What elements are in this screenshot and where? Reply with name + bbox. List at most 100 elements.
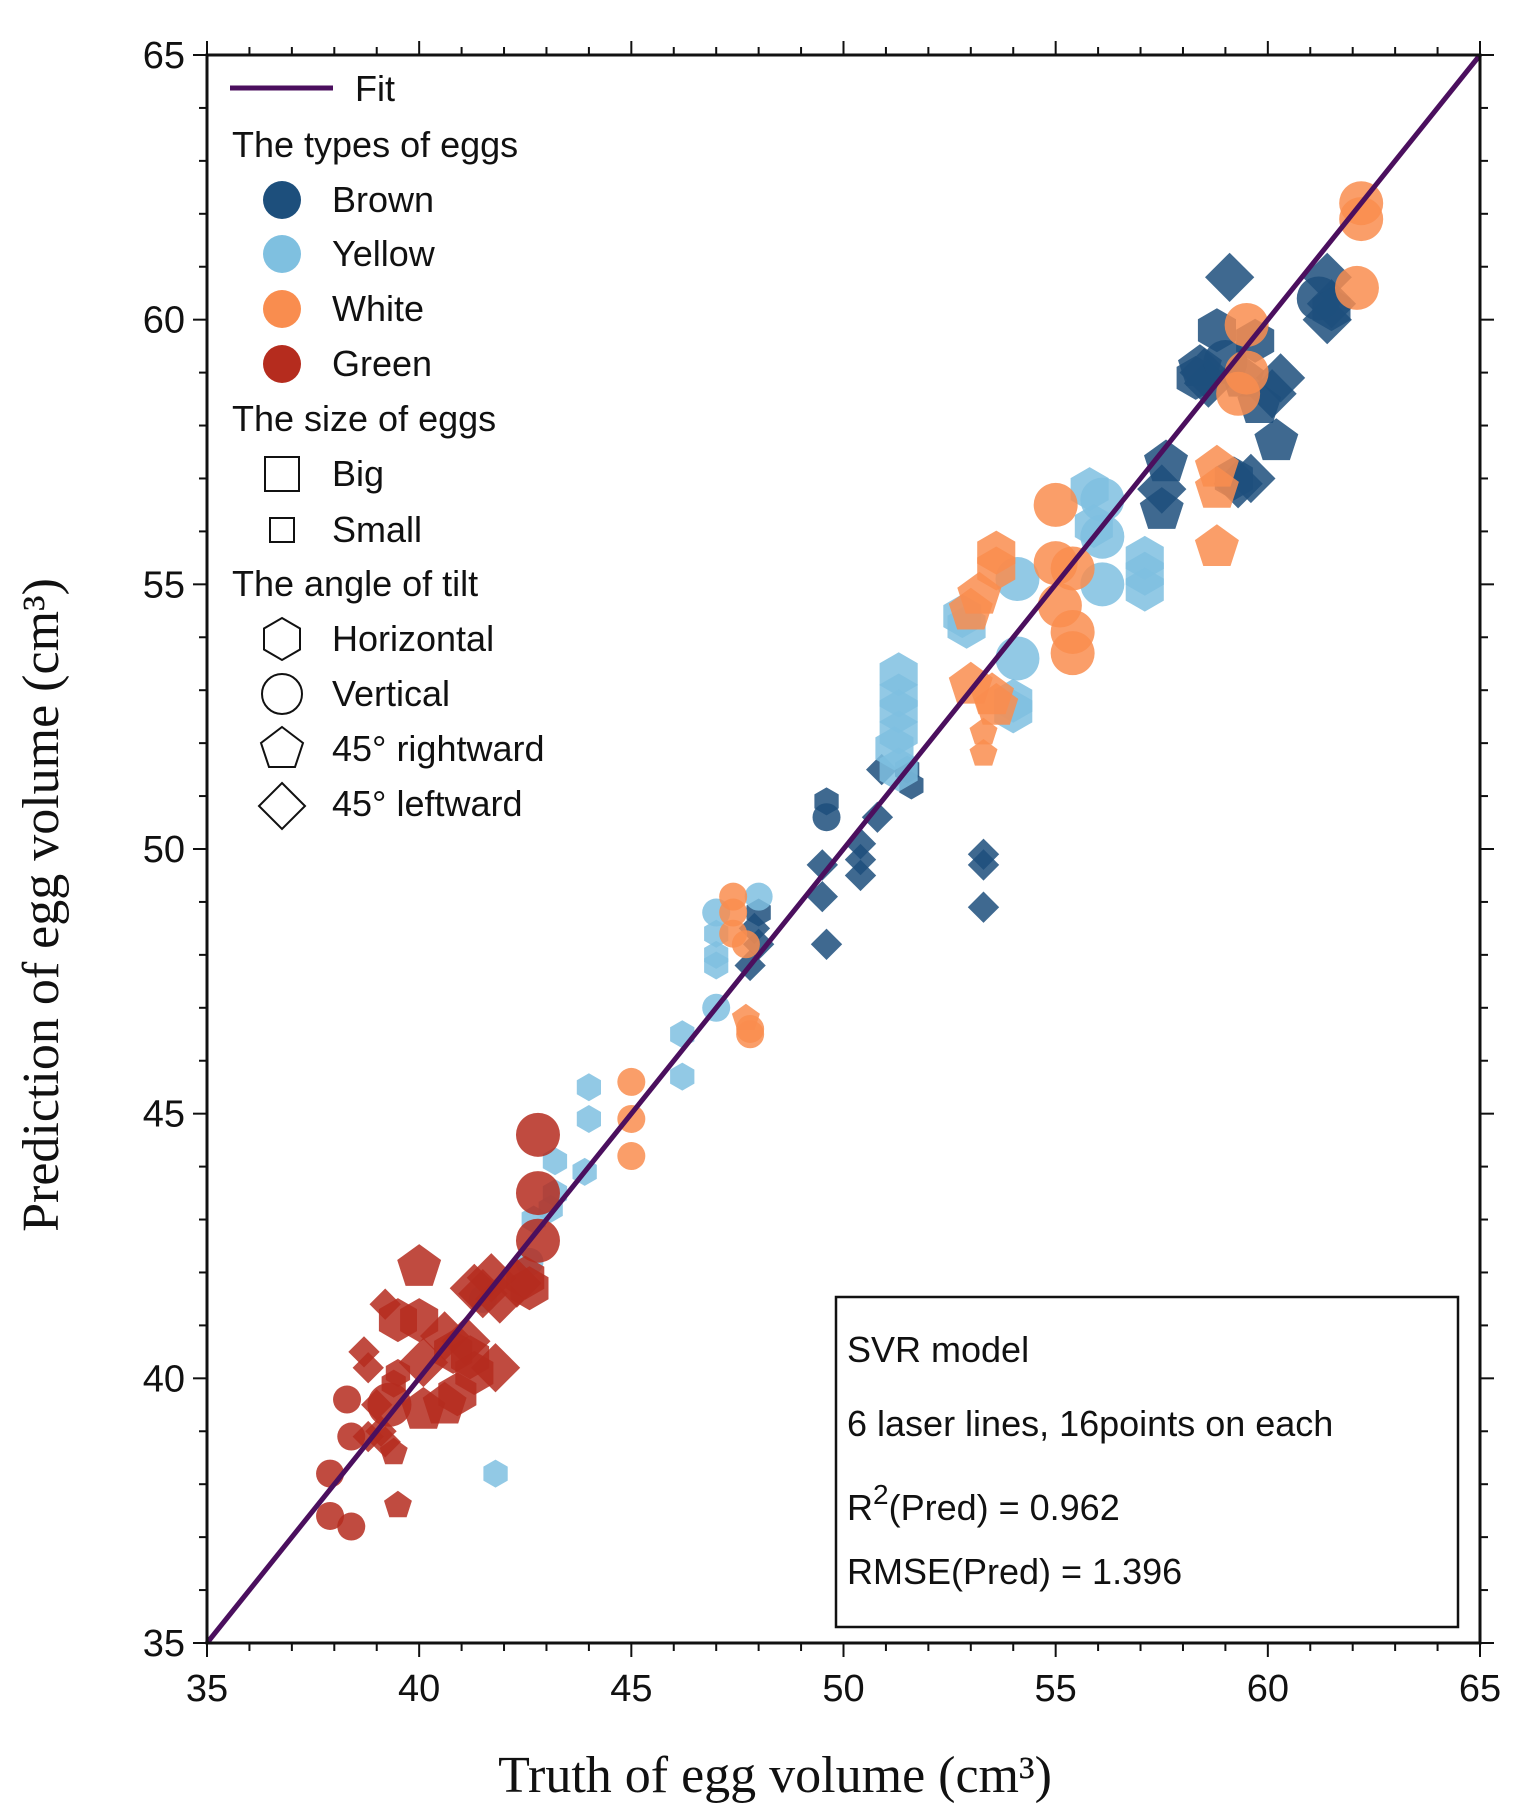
point-green-hexagon <box>438 1372 477 1417</box>
info-model-name: SVR model <box>847 1329 1029 1370</box>
point-white-pentagon <box>1194 524 1239 566</box>
legend-pentagon-marker <box>259 725 305 768</box>
point-white-circle <box>719 898 748 927</box>
point-yellow-circle <box>744 882 773 911</box>
axis-ticks: 35 40 45 50 55 60 65 35 40 45 50 55 60 65 <box>143 35 1501 1710</box>
legend-big-square-marker <box>264 456 300 492</box>
point-white-circle <box>1033 482 1078 527</box>
point-green-pentagon <box>397 1244 442 1286</box>
legend-leftward-label: 45° leftward <box>332 783 523 824</box>
x-axis-title: Truth of egg volume (cm³) <box>498 1747 1052 1804</box>
y-tick-label: 60 <box>143 300 185 342</box>
point-green-diamond <box>449 1263 499 1313</box>
point-yellow-hexagon <box>483 1459 508 1488</box>
legend-circle-marker <box>261 673 303 715</box>
point-brown-diamond <box>844 859 877 892</box>
point-brown-diamond <box>861 801 894 833</box>
legend-angle-title: The angle of tilt <box>232 563 478 604</box>
info-rmse: RMSE(Pred) = 1.396 <box>847 1551 1182 1592</box>
point-brown-pentagon <box>1178 344 1222 386</box>
info-r-squared: R2(Pred) = 0.962 <box>847 1479 1120 1528</box>
info-r-value: (Pred) = 0.962 <box>889 1487 1120 1528</box>
fit-line <box>205 53 1482 1645</box>
point-green-circle <box>367 1382 412 1427</box>
legend: Fit The types of eggs Brown Yellow White… <box>230 68 545 831</box>
legend-types-title: The types of eggs <box>232 124 518 165</box>
legend-horizontal-label: Horizontal <box>332 618 494 659</box>
legend-vertical-label: Vertical <box>332 673 450 714</box>
legend-hexagon-marker <box>263 616 301 662</box>
point-brown-diamond <box>1205 252 1255 302</box>
point-brown-pentagon <box>1139 487 1184 529</box>
x-tick-label: 55 <box>1035 1668 1077 1710</box>
legend-rightward-label: 45° rightward <box>332 728 545 769</box>
point-white-circle <box>1216 371 1261 416</box>
point-white-pentagon <box>974 683 1019 725</box>
legend-yellow-marker <box>263 235 301 273</box>
y-axis-title: Prediction of egg volume (cm³) <box>13 578 70 1232</box>
point-green-circle <box>316 1501 345 1530</box>
point-brown-diamond <box>1255 353 1306 403</box>
legend-diamond-marker <box>257 781 307 831</box>
point-green-diamond <box>352 1352 384 1384</box>
point-green-circle <box>515 1218 560 1263</box>
y-tick-label: 40 <box>143 1358 185 1400</box>
point-white-circle <box>617 1142 646 1171</box>
point-white-pentagon <box>969 739 998 766</box>
info-box-frame <box>834 1295 1460 1629</box>
y-tick-label: 65 <box>143 35 185 77</box>
point-yellow-hexagon <box>704 951 729 980</box>
point-white-circle <box>617 1067 646 1096</box>
legend-brown-label: Brown <box>332 179 434 220</box>
x-tick-label: 65 <box>1459 1668 1501 1710</box>
point-yellow-hexagon <box>542 1147 568 1176</box>
x-tick-label: 50 <box>822 1668 864 1710</box>
x-tick-label: 60 <box>1247 1668 1289 1710</box>
legend-small-label: Small <box>332 509 422 550</box>
legend-white-marker <box>263 290 301 328</box>
info-laser-lines: 6 laser lines, 16points on each <box>847 1403 1333 1444</box>
point-white-pentagon <box>948 587 993 630</box>
point-green-diamond <box>398 1337 449 1388</box>
legend-green-marker <box>263 345 301 383</box>
point-yellow-hexagon <box>576 1105 601 1133</box>
legend-big-label: Big <box>332 453 384 494</box>
point-yellow-hexagon <box>670 1062 695 1091</box>
x-tick-label: 45 <box>610 1668 652 1710</box>
point-yellow-hexagon <box>879 747 918 792</box>
point-white-circle <box>1334 265 1379 310</box>
model-info-box: SVR model 6 laser lines, 16points on eac… <box>834 1295 1460 1629</box>
y-tick-label: 50 <box>143 829 185 871</box>
point-yellow-circle <box>995 636 1040 681</box>
point-brown-diamond <box>967 891 1000 923</box>
legend-yellow-label: Yellow <box>332 233 436 274</box>
point-brown-diamond <box>844 843 877 876</box>
point-brown-diamond <box>810 928 843 960</box>
x-tick-label: 40 <box>398 1668 440 1710</box>
point-green-circle <box>333 1385 362 1414</box>
point-yellow-hexagon <box>576 1073 601 1102</box>
point-brown-diamond <box>967 849 1000 881</box>
legend-small-square-marker <box>269 517 295 543</box>
point-white-pentagon <box>969 717 998 745</box>
point-brown-circle <box>812 803 841 832</box>
point-green-circle <box>337 1422 366 1451</box>
legend-brown-marker <box>263 181 301 219</box>
point-yellow-hexagon <box>670 1020 695 1049</box>
point-brown-pentagon <box>1144 439 1188 482</box>
point-white-circle <box>731 930 760 959</box>
y-tick-label: 35 <box>143 1623 185 1665</box>
point-green-pentagon <box>384 1490 412 1518</box>
legend-white-label: White <box>332 288 424 329</box>
info-r-symbol: R <box>847 1487 873 1528</box>
point-brown-pentagon <box>1254 418 1299 461</box>
y-tick-label: 45 <box>143 1094 185 1136</box>
point-green-circle <box>515 1171 560 1216</box>
point-brown-diamond <box>806 849 838 881</box>
info-r-superscript: 2 <box>873 1479 889 1510</box>
point-yellow-hexagon <box>1125 567 1164 612</box>
point-green-diamond <box>369 1288 401 1320</box>
x-tick-label: 35 <box>186 1668 228 1710</box>
point-white-pentagon <box>1194 466 1239 508</box>
